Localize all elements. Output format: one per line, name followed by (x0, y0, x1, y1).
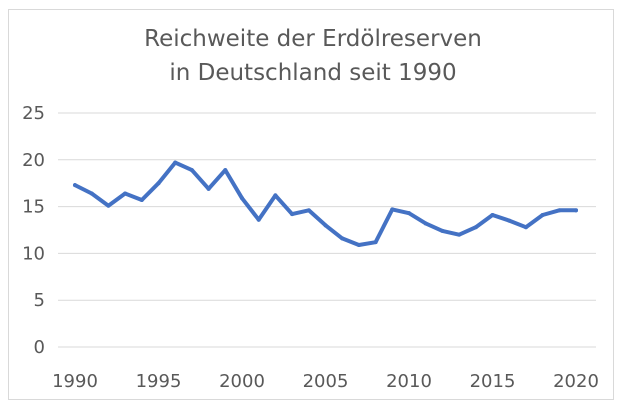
series-layer (73, 160, 578, 247)
data-point-2012 (440, 228, 445, 233)
data-point-2008 (373, 240, 378, 245)
data-point-2018 (540, 213, 545, 218)
data-point-1992 (106, 203, 111, 208)
data-point-1991 (89, 191, 94, 196)
data-point-1996 (173, 160, 178, 165)
data-point-2002 (273, 193, 278, 198)
y-tick-label-3: 15 (22, 197, 45, 218)
data-point-2004 (306, 208, 311, 213)
x-tick-label-2: 2000 (219, 371, 265, 392)
chart-title-line-2: in Deutschland seit 1990 (169, 60, 457, 86)
data-point-1993 (123, 191, 128, 196)
x-tick-label-3: 2005 (303, 371, 349, 392)
data-point-1990 (73, 183, 77, 188)
data-point-2020 (574, 208, 578, 213)
y-axis-tick-labels: 0 5 10 15 20 25 (22, 103, 45, 358)
data-point-2005 (323, 223, 328, 228)
x-tick-label-4: 2010 (386, 371, 432, 392)
y-tick-label-5: 25 (22, 103, 45, 124)
data-point-2000 (240, 196, 244, 201)
x-tick-label-0: 1990 (52, 371, 98, 392)
data-point-2013 (457, 232, 462, 237)
data-point-2007 (356, 242, 361, 247)
data-point-1995 (156, 181, 161, 186)
data-point-1998 (206, 186, 211, 191)
x-axis-tick-labels: 1990 1995 2000 2005 2010 2015 2020 (52, 371, 599, 392)
data-point-2019 (557, 208, 562, 213)
y-tick-label-2: 10 (22, 243, 45, 264)
y-tick-label-4: 20 (22, 150, 45, 171)
x-tick-label-5: 2015 (470, 371, 516, 392)
chart-title: Reichweite der Erdölreserven in Deutschl… (0, 22, 626, 90)
y-tick-label-0: 0 (34, 337, 45, 358)
data-point-2009 (390, 207, 395, 212)
data-point-2003 (290, 212, 295, 217)
data-point-1994 (139, 198, 144, 203)
chart-title-line-1: Reichweite der Erdölreserven (144, 26, 482, 52)
data-point-2015 (490, 213, 495, 218)
gridlines (58, 112, 596, 348)
data-point-2010 (407, 211, 411, 216)
data-point-2011 (423, 221, 428, 226)
data-point-2006 (340, 236, 345, 241)
data-point-1997 (189, 168, 194, 173)
data-point-2016 (507, 218, 512, 223)
x-tick-label-1: 1995 (136, 371, 182, 392)
data-point-2014 (473, 225, 478, 230)
data-point-1999 (223, 168, 228, 173)
x-tick-label-6: 2020 (553, 371, 599, 392)
y-tick-label-1: 5 (34, 290, 45, 311)
series-line-0 (73, 160, 578, 247)
data-point-2001 (256, 217, 261, 222)
data-point-2017 (523, 225, 528, 230)
